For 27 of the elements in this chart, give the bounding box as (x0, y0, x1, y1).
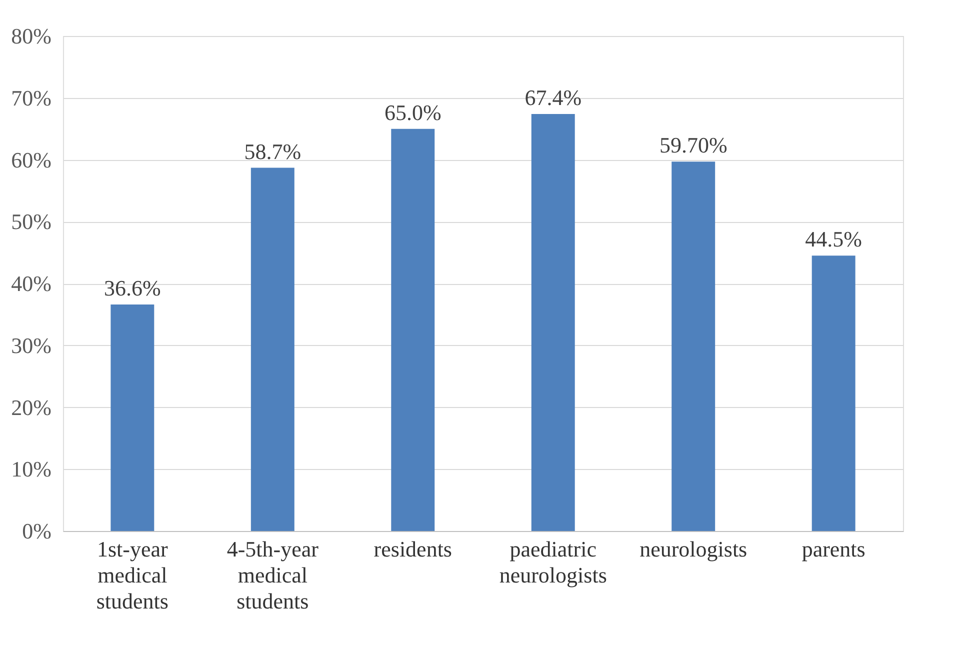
y-tick-label: 80% (11, 24, 52, 48)
x-tick-label: paediatric neurologists (499, 536, 607, 588)
data-label: 65.0% (384, 100, 442, 125)
data-label: 58.7% (244, 138, 302, 164)
data-label: 59.70% (659, 132, 728, 158)
data-label: 36.6% (104, 276, 161, 301)
x-tick-label: 1st-year medical students (96, 536, 169, 614)
x-tick-label: parents (802, 536, 866, 562)
bar (391, 128, 435, 531)
bar (672, 162, 716, 531)
x-tick-label: neurologists (640, 536, 748, 562)
x-tick-label: residents (374, 536, 452, 562)
bar (110, 304, 154, 531)
bar (812, 256, 856, 531)
x-tick-label: 4-5th-year medical students (226, 536, 320, 614)
data-label: 67.4% (524, 84, 582, 110)
y-tick-label: 0% (22, 518, 52, 544)
y-tick-label: 60% (11, 147, 52, 172)
bar (250, 168, 294, 531)
y-tick-label: 20% (11, 394, 52, 420)
y-tick-label: 10% (11, 456, 52, 482)
y-tick-label: 40% (11, 271, 52, 296)
data-label: 44.5% (805, 226, 862, 252)
y-tick-label: 30% (11, 332, 52, 358)
bar (531, 114, 575, 531)
y-tick-label: 50% (11, 209, 52, 234)
y-tick-label: 70% (11, 85, 52, 110)
